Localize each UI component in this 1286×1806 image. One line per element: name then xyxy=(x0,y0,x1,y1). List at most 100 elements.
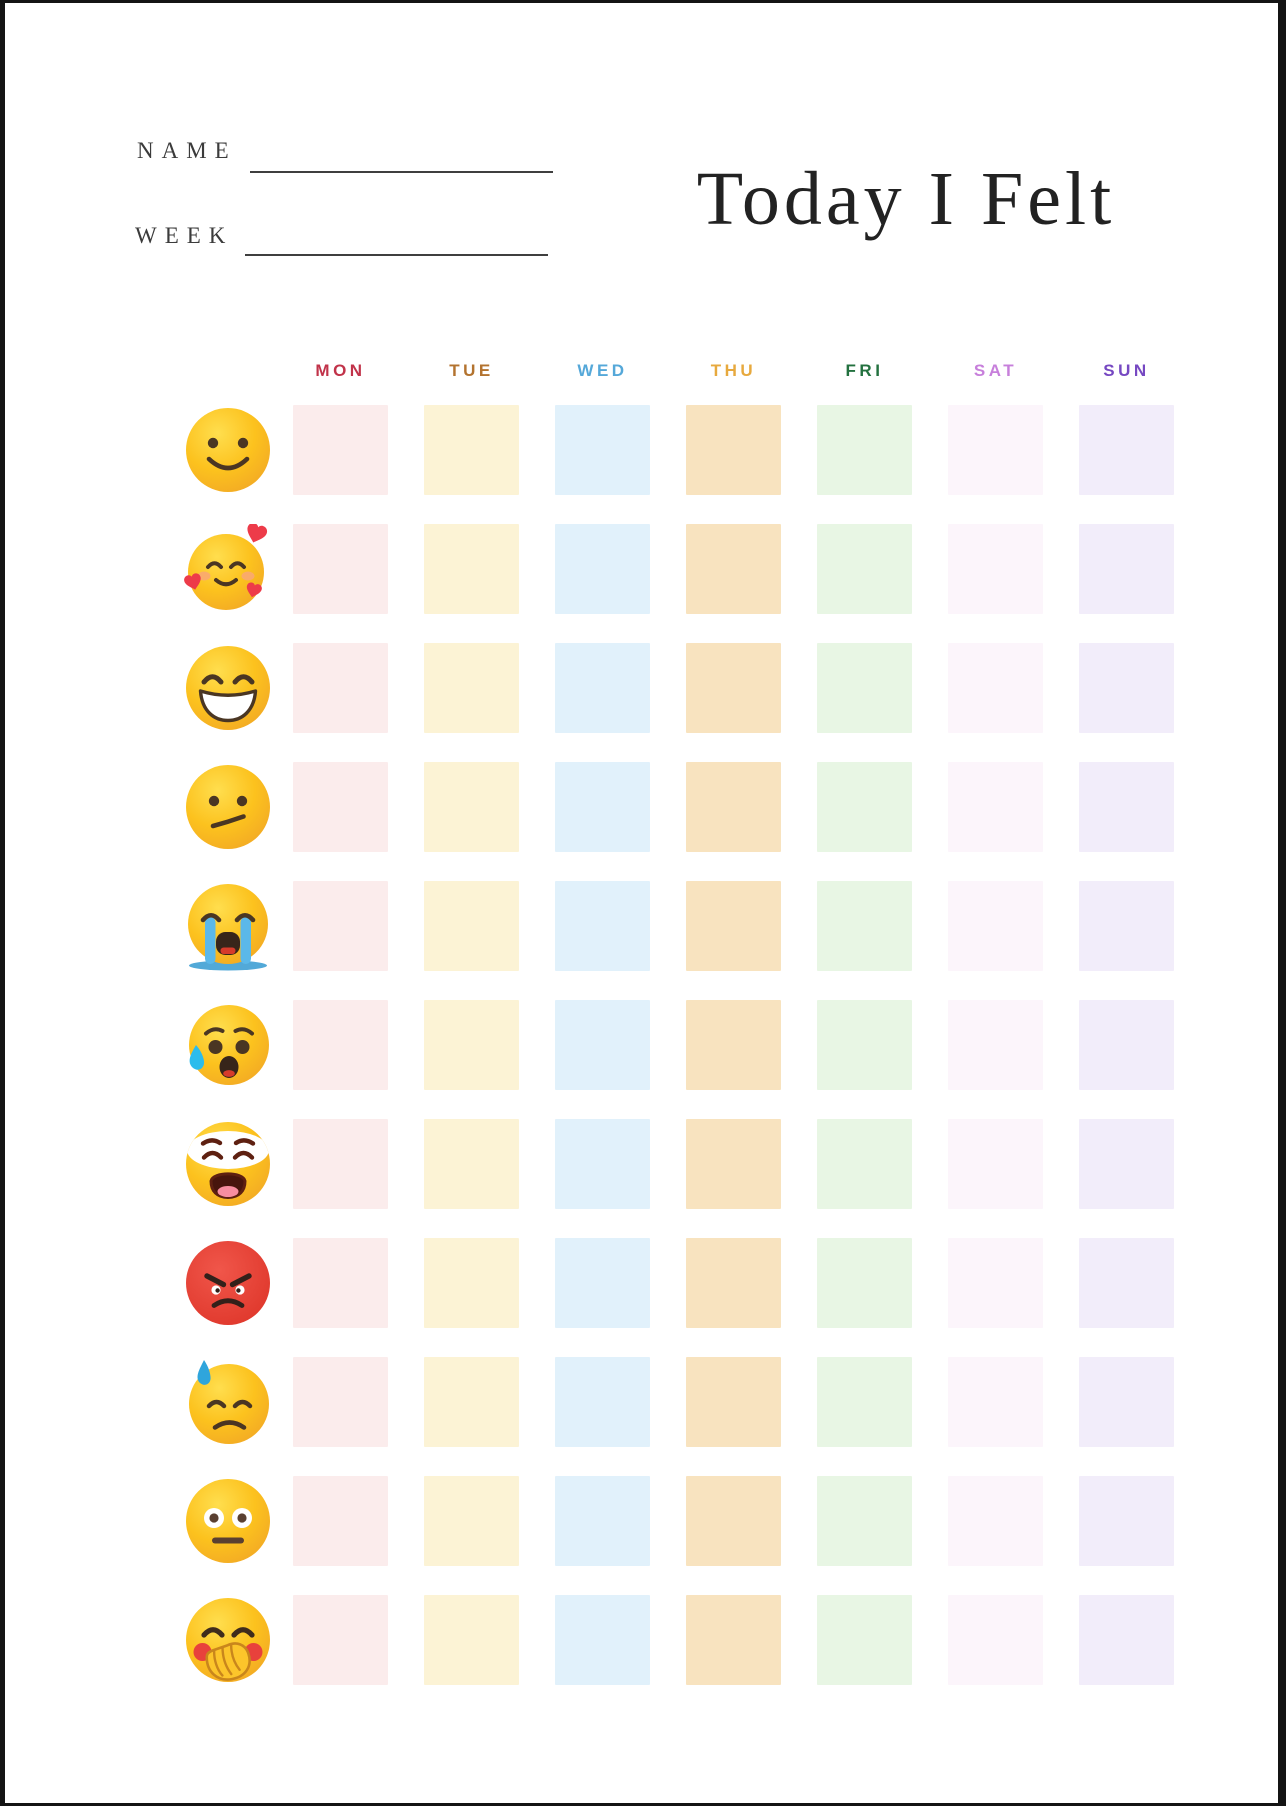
mood-cell-neutral-face-sat[interactable] xyxy=(948,1476,1043,1566)
mood-cell-slightly-smiling-face-sun[interactable] xyxy=(1079,405,1174,495)
mood-cell-neutral-face-tue[interactable] xyxy=(424,1476,519,1566)
mood-cell-slightly-smiling-face-fri[interactable] xyxy=(817,405,912,495)
mood-cell-slightly-smiling-face-mon[interactable] xyxy=(293,405,388,495)
mood-cell-face-with-hand-over-mouth-mon[interactable] xyxy=(293,1595,388,1685)
day-header-sun: SUN xyxy=(1103,361,1150,380)
mood-cell-face-with-hand-over-mouth-sun[interactable] xyxy=(1079,1595,1174,1685)
mood-cell-beaming-face-with-smiling-eyes-thu[interactable] xyxy=(686,643,781,733)
mood-cell-face-with-hand-over-mouth-tue[interactable] xyxy=(424,1595,519,1685)
mood-cell-smiling-face-with-hearts-sun[interactable] xyxy=(1079,524,1174,614)
mood-cell-weary-face-tue[interactable] xyxy=(424,1119,519,1209)
mood-cell-weary-face-sun[interactable] xyxy=(1079,1119,1174,1209)
beaming-face-with-smiling-eyes-icon xyxy=(183,643,273,733)
mood-cell-neutral-face-mon[interactable] xyxy=(293,1476,388,1566)
mood-cell-downcast-face-with-sweat-thu[interactable] xyxy=(686,1357,781,1447)
mood-cell-neutral-face-thu[interactable] xyxy=(686,1476,781,1566)
mood-cell-downcast-face-with-sweat-mon[interactable] xyxy=(293,1357,388,1447)
page-title: Today I Felt xyxy=(696,157,1116,241)
mood-cell-smiling-face-with-hearts-fri[interactable] xyxy=(817,524,912,614)
mood-cell-beaming-face-with-smiling-eyes-sat[interactable] xyxy=(948,643,1043,733)
mood-cell-downcast-face-with-sweat-sat[interactable] xyxy=(948,1357,1043,1447)
mood-cell-enraged-face-mon[interactable] xyxy=(293,1238,388,1328)
name-label: NAME xyxy=(137,138,237,163)
mood-cell-enraged-face-sun[interactable] xyxy=(1079,1238,1174,1328)
mood-cell-beaming-face-with-smiling-eyes-sun[interactable] xyxy=(1079,643,1174,733)
day-header-fri: FRI xyxy=(845,361,884,380)
mood-cell-enraged-face-tue[interactable] xyxy=(424,1238,519,1328)
mood-cell-enraged-face-wed[interactable] xyxy=(555,1238,650,1328)
mood-cell-weary-face-sat[interactable] xyxy=(948,1119,1043,1209)
day-header-tue: TUE xyxy=(449,361,494,380)
mood-cell-beaming-face-with-smiling-eyes-mon[interactable] xyxy=(293,643,388,733)
mood-cell-enraged-face-sat[interactable] xyxy=(948,1238,1043,1328)
mood-cell-smiling-face-with-hearts-tue[interactable] xyxy=(424,524,519,614)
mood-cell-downcast-face-with-sweat-wed[interactable] xyxy=(555,1357,650,1447)
mood-cell-beaming-face-with-smiling-eyes-tue[interactable] xyxy=(424,643,519,733)
mood-cell-slightly-smiling-face-sat[interactable] xyxy=(948,405,1043,495)
mood-cell-loudly-crying-face-wed[interactable] xyxy=(555,881,650,971)
mood-cell-anxious-face-with-sweat-sun[interactable] xyxy=(1079,1000,1174,1090)
mood-cell-face-with-hand-over-mouth-wed[interactable] xyxy=(555,1595,650,1685)
day-header-mon: MON xyxy=(315,361,366,380)
mood-cell-neutral-face-fri[interactable] xyxy=(817,1476,912,1566)
mood-cell-beaming-face-with-smiling-eyes-wed[interactable] xyxy=(555,643,650,733)
mood-cell-slightly-smiling-face-tue[interactable] xyxy=(424,405,519,495)
mood-cell-anxious-face-with-sweat-mon[interactable] xyxy=(293,1000,388,1090)
mood-cell-loudly-crying-face-sat[interactable] xyxy=(948,881,1043,971)
mood-cell-confused-face-mon[interactable] xyxy=(293,762,388,852)
mood-cell-confused-face-wed[interactable] xyxy=(555,762,650,852)
downcast-face-with-sweat-icon xyxy=(183,1357,273,1447)
mood-cell-face-with-hand-over-mouth-sat[interactable] xyxy=(948,1595,1043,1685)
mood-cell-downcast-face-with-sweat-fri[interactable] xyxy=(817,1357,912,1447)
neutral-face-icon xyxy=(183,1476,273,1566)
day-header-sat: SAT xyxy=(973,361,1018,380)
mood-cell-weary-face-wed[interactable] xyxy=(555,1119,650,1209)
confused-face-icon xyxy=(183,762,273,852)
mood-cell-downcast-face-with-sweat-sun[interactable] xyxy=(1079,1357,1174,1447)
mood-cell-neutral-face-wed[interactable] xyxy=(555,1476,650,1566)
enraged-face-icon xyxy=(183,1238,273,1328)
day-header-thu: THU xyxy=(710,361,757,380)
mood-cell-weary-face-thu[interactable] xyxy=(686,1119,781,1209)
mood-cell-anxious-face-with-sweat-sat[interactable] xyxy=(948,1000,1043,1090)
mood-cell-beaming-face-with-smiling-eyes-fri[interactable] xyxy=(817,643,912,733)
mood-cell-confused-face-thu[interactable] xyxy=(686,762,781,852)
mood-cell-loudly-crying-face-thu[interactable] xyxy=(686,881,781,971)
mood-cell-slightly-smiling-face-thu[interactable] xyxy=(686,405,781,495)
mood-cell-anxious-face-with-sweat-thu[interactable] xyxy=(686,1000,781,1090)
loudly-crying-face-icon xyxy=(183,881,273,971)
mood-cell-weary-face-mon[interactable] xyxy=(293,1119,388,1209)
mood-cell-loudly-crying-face-sun[interactable] xyxy=(1079,881,1174,971)
mood-cell-confused-face-tue[interactable] xyxy=(424,762,519,852)
mood-cell-anxious-face-with-sweat-wed[interactable] xyxy=(555,1000,650,1090)
mood-cell-face-with-hand-over-mouth-thu[interactable] xyxy=(686,1595,781,1685)
day-header-wed: WED xyxy=(577,361,628,380)
mood-cell-confused-face-sun[interactable] xyxy=(1079,762,1174,852)
week-label: WEEK xyxy=(135,223,234,248)
mood-cell-smiling-face-with-hearts-wed[interactable] xyxy=(555,524,650,614)
mood-cell-smiling-face-with-hearts-mon[interactable] xyxy=(293,524,388,614)
mood-cell-confused-face-sat[interactable] xyxy=(948,762,1043,852)
mood-cell-smiling-face-with-hearts-sat[interactable] xyxy=(948,524,1043,614)
mood-cell-neutral-face-sun[interactable] xyxy=(1079,1476,1174,1566)
mood-cell-confused-face-fri[interactable] xyxy=(817,762,912,852)
name-input-line[interactable] xyxy=(250,171,553,173)
mood-cell-loudly-crying-face-fri[interactable] xyxy=(817,881,912,971)
mood-cell-weary-face-fri[interactable] xyxy=(817,1119,912,1209)
mood-cell-slightly-smiling-face-wed[interactable] xyxy=(555,405,650,495)
mood-cell-enraged-face-fri[interactable] xyxy=(817,1238,912,1328)
mood-cell-anxious-face-with-sweat-tue[interactable] xyxy=(424,1000,519,1090)
mood-cell-loudly-crying-face-mon[interactable] xyxy=(293,881,388,971)
weary-face-icon xyxy=(183,1119,273,1209)
mood-cell-enraged-face-thu[interactable] xyxy=(686,1238,781,1328)
face-with-hand-over-mouth-icon xyxy=(183,1595,273,1685)
mood-cell-loudly-crying-face-tue[interactable] xyxy=(424,881,519,971)
slightly-smiling-face-icon xyxy=(183,405,273,495)
anxious-face-with-sweat-icon xyxy=(183,1000,273,1090)
mood-cell-face-with-hand-over-mouth-fri[interactable] xyxy=(817,1595,912,1685)
week-input-line[interactable] xyxy=(245,254,548,256)
mood-cell-anxious-face-with-sweat-fri[interactable] xyxy=(817,1000,912,1090)
mood-cell-downcast-face-with-sweat-tue[interactable] xyxy=(424,1357,519,1447)
mood-cell-smiling-face-with-hearts-thu[interactable] xyxy=(686,524,781,614)
